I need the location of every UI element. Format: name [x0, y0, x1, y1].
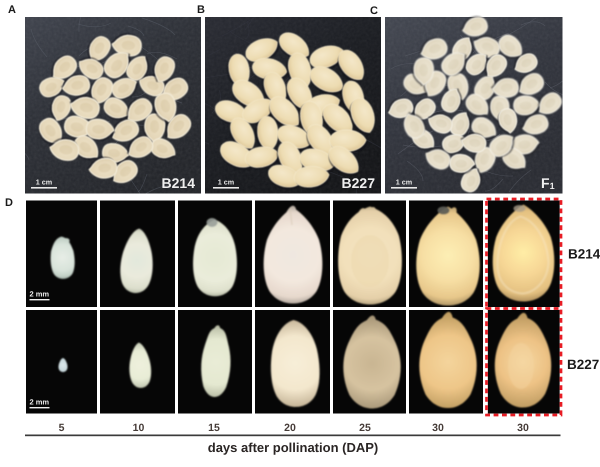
svg-text:20: 20: [284, 422, 296, 434]
svg-text:B227: B227: [342, 175, 376, 191]
svg-text:2 mm: 2 mm: [30, 398, 50, 407]
svg-text:15: 15: [208, 422, 220, 434]
svg-text:1 cm: 1 cm: [36, 178, 52, 187]
svg-text:B227: B227: [567, 357, 599, 372]
svg-text:10: 10: [133, 422, 145, 434]
svg-text:A: A: [8, 4, 16, 16]
svg-text:D: D: [5, 197, 13, 209]
svg-text:30: 30: [517, 422, 529, 434]
svg-text:25: 25: [359, 422, 371, 434]
svg-text:B214: B214: [568, 247, 600, 262]
svg-text:1 cm: 1 cm: [218, 178, 234, 187]
svg-text:5: 5: [59, 422, 65, 434]
svg-text:2 mm: 2 mm: [30, 290, 50, 299]
svg-text:1 cm: 1 cm: [396, 178, 412, 187]
svg-text:B214: B214: [162, 175, 196, 191]
svg-text:days after pollination (DAP): days after pollination (DAP): [208, 440, 378, 455]
svg-text:30: 30: [432, 422, 444, 434]
svg-text:C: C: [370, 5, 378, 17]
svg-text:B: B: [197, 4, 205, 16]
